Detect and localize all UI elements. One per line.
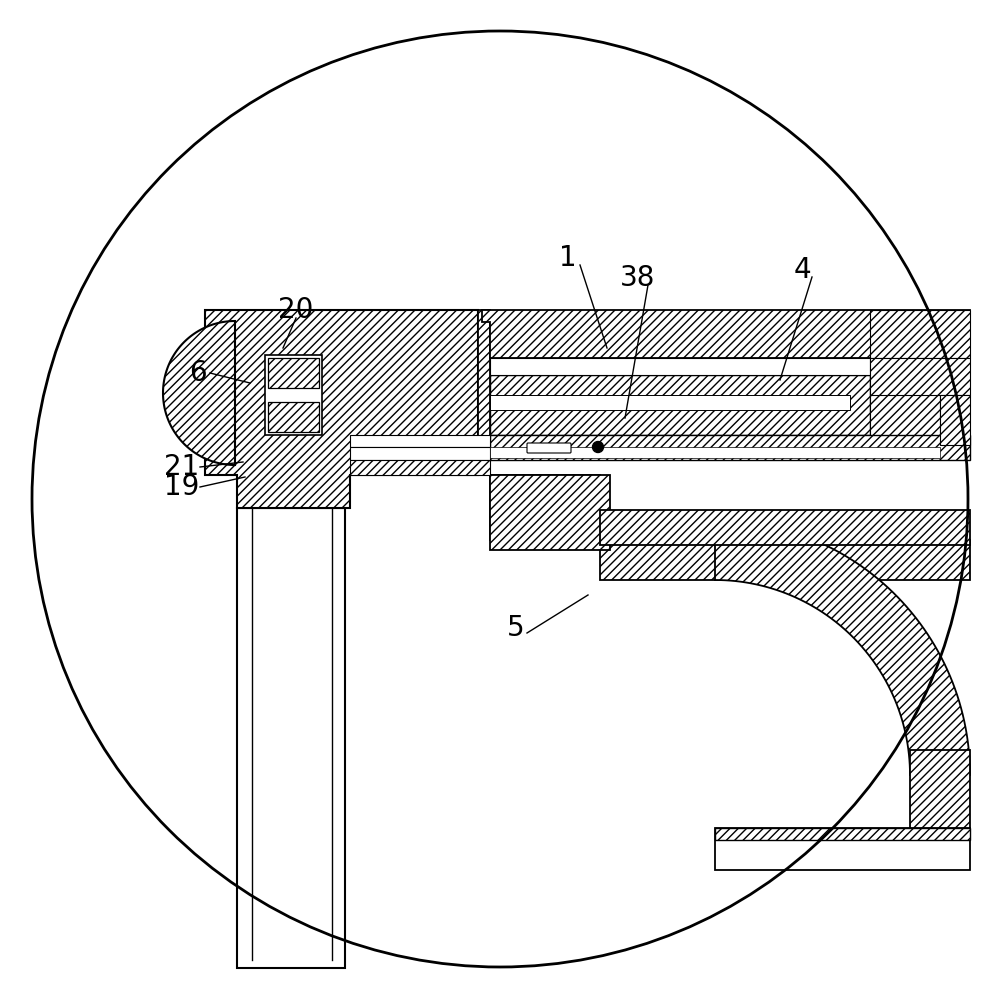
Text: 38: 38 <box>620 264 656 292</box>
Polygon shape <box>600 510 970 545</box>
Polygon shape <box>600 540 970 580</box>
Polygon shape <box>870 375 940 445</box>
Polygon shape <box>715 828 970 840</box>
Polygon shape <box>350 460 490 475</box>
Text: 4: 4 <box>793 256 811 284</box>
Polygon shape <box>163 321 235 465</box>
Polygon shape <box>910 750 970 835</box>
Polygon shape <box>268 358 319 388</box>
Polygon shape <box>478 310 490 475</box>
Circle shape <box>592 442 604 453</box>
Polygon shape <box>237 508 345 968</box>
Polygon shape <box>350 435 490 447</box>
Polygon shape <box>870 358 970 395</box>
Polygon shape <box>490 475 610 550</box>
Polygon shape <box>350 447 490 460</box>
Polygon shape <box>940 395 970 445</box>
Text: 19: 19 <box>164 473 200 501</box>
Text: 20: 20 <box>278 296 314 324</box>
Polygon shape <box>265 355 322 435</box>
FancyBboxPatch shape <box>527 443 571 453</box>
Polygon shape <box>205 310 478 508</box>
Text: 6: 6 <box>189 359 207 387</box>
Polygon shape <box>490 358 870 375</box>
Polygon shape <box>490 375 870 435</box>
Polygon shape <box>490 447 940 458</box>
Polygon shape <box>490 475 600 540</box>
Polygon shape <box>482 310 970 358</box>
Polygon shape <box>490 395 850 410</box>
Polygon shape <box>268 402 319 432</box>
Polygon shape <box>715 520 970 775</box>
Text: 21: 21 <box>164 453 200 481</box>
Polygon shape <box>870 310 970 358</box>
Polygon shape <box>715 828 970 870</box>
Text: 5: 5 <box>507 614 525 642</box>
Text: 1: 1 <box>559 244 577 272</box>
Polygon shape <box>490 435 970 460</box>
